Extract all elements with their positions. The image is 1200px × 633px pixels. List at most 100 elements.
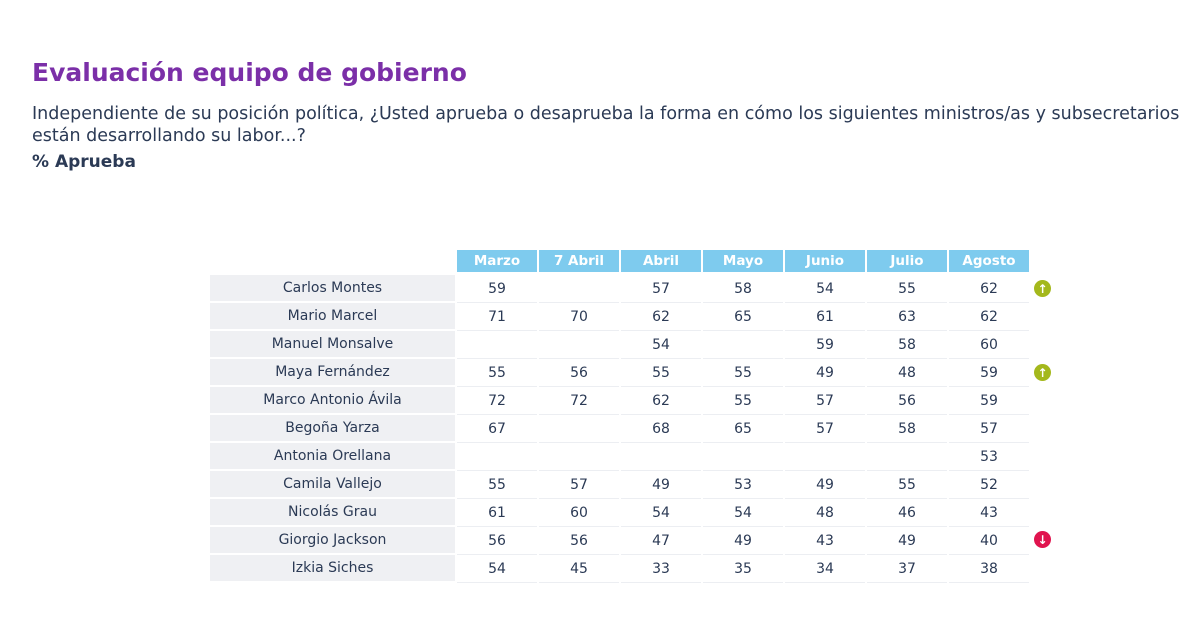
value-cell — [539, 415, 619, 443]
value-cell — [703, 331, 783, 359]
subtitle: Independiente de su posición política, ¿… — [32, 104, 1180, 146]
row-name: Antonia Orellana — [210, 443, 455, 469]
value-cell: 55 — [867, 275, 947, 303]
value-cell: 49 — [785, 359, 865, 387]
value-cell: 55 — [621, 359, 701, 387]
value-cell: 54 — [457, 555, 537, 583]
title: Evaluación equipo de gobierno — [32, 58, 467, 87]
value-cell: 65 — [703, 415, 783, 443]
value-cell: 65 — [703, 303, 783, 331]
value-cell: 62 — [949, 303, 1029, 331]
value-cell — [703, 443, 783, 471]
value-cell: 33 — [621, 555, 701, 583]
column-header: Julio — [867, 250, 947, 272]
value-cell — [539, 275, 619, 303]
value-cell: 49 — [785, 471, 865, 499]
column-header: Marzo — [457, 250, 537, 272]
value-cell: 56 — [867, 387, 947, 415]
value-cell: 57 — [785, 387, 865, 415]
value-cell: 49 — [621, 471, 701, 499]
value-cell: 62 — [621, 303, 701, 331]
value-cell: 72 — [539, 387, 619, 415]
value-cell: 47 — [621, 527, 701, 555]
value-cell: 53 — [949, 443, 1029, 471]
value-cell: 59 — [457, 275, 537, 303]
row-name: Maya Fernández — [210, 359, 455, 385]
row-name: Carlos Montes — [210, 275, 455, 301]
value-cell: 55 — [867, 471, 947, 499]
value-cell: 59 — [949, 359, 1029, 387]
value-cell: 43 — [949, 499, 1029, 527]
value-cell: 54 — [621, 331, 701, 359]
value-cell: 54 — [703, 499, 783, 527]
row-name: Izkia Siches — [210, 555, 455, 581]
value-cell: 46 — [867, 499, 947, 527]
row-name: Manuel Monsalve — [210, 331, 455, 357]
column-header: Agosto — [949, 250, 1029, 272]
up-arrow-icon: ↑ — [1034, 280, 1051, 297]
value-cell: 55 — [703, 359, 783, 387]
value-cell: 63 — [867, 303, 947, 331]
value-cell: 57 — [539, 471, 619, 499]
value-cell: 52 — [949, 471, 1029, 499]
value-cell: 72 — [457, 387, 537, 415]
value-cell: 43 — [785, 527, 865, 555]
value-cell: 59 — [785, 331, 865, 359]
value-cell: 48 — [785, 499, 865, 527]
value-cell: 60 — [539, 499, 619, 527]
value-cell — [867, 443, 947, 471]
value-cell: 57 — [949, 415, 1029, 443]
value-cell: 49 — [867, 527, 947, 555]
value-cell: 59 — [949, 387, 1029, 415]
value-cell: 71 — [457, 303, 537, 331]
value-cell: 56 — [539, 359, 619, 387]
value-cell: 57 — [621, 275, 701, 303]
value-cell: 60 — [949, 331, 1029, 359]
value-cell: 34 — [785, 555, 865, 583]
value-cell — [457, 443, 537, 471]
value-cell: 68 — [621, 415, 701, 443]
row-name: Mario Marcel — [210, 303, 455, 329]
value-cell: 56 — [457, 527, 537, 555]
value-cell: 45 — [539, 555, 619, 583]
value-cell: 62 — [621, 387, 701, 415]
value-cell: 61 — [457, 499, 537, 527]
value-cell — [785, 443, 865, 471]
value-cell: 55 — [703, 387, 783, 415]
column-header: Abril — [621, 250, 701, 272]
row-name: Begoña Yarza — [210, 415, 455, 441]
column-header: Junio — [785, 250, 865, 272]
value-cell: 61 — [785, 303, 865, 331]
up-arrow-icon: ↑ — [1034, 364, 1051, 381]
value-cell — [539, 443, 619, 471]
value-cell: 62 — [949, 275, 1029, 303]
column-header: Mayo — [703, 250, 783, 272]
value-cell: 58 — [867, 331, 947, 359]
value-cell: 55 — [457, 359, 537, 387]
value-cell — [457, 331, 537, 359]
value-cell: 54 — [621, 499, 701, 527]
value-cell: 49 — [703, 527, 783, 555]
value-cell: 54 — [785, 275, 865, 303]
row-name: Marco Antonio Ávila — [210, 387, 455, 413]
value-cell: 48 — [867, 359, 947, 387]
measure-label: % Aprueba — [32, 152, 136, 172]
value-cell: 58 — [703, 275, 783, 303]
value-cell: 58 — [867, 415, 947, 443]
row-name: Camila Vallejo — [210, 471, 455, 497]
value-cell: 38 — [949, 555, 1029, 583]
row-name: Nicolás Grau — [210, 499, 455, 525]
value-cell: 55 — [457, 471, 537, 499]
value-cell: 70 — [539, 303, 619, 331]
value-cell: 35 — [703, 555, 783, 583]
row-name: Giorgio Jackson — [210, 527, 455, 553]
value-cell: 37 — [867, 555, 947, 583]
column-header: 7 Abril — [539, 250, 619, 272]
value-cell: 57 — [785, 415, 865, 443]
value-cell: 40 — [949, 527, 1029, 555]
value-cell — [539, 331, 619, 359]
value-cell: 53 — [703, 471, 783, 499]
value-cell: 67 — [457, 415, 537, 443]
down-arrow-icon: ↓ — [1034, 531, 1051, 548]
